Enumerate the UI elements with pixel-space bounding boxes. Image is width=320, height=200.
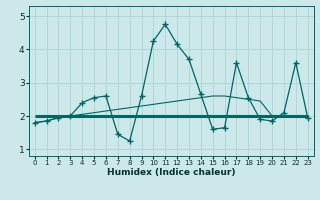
X-axis label: Humidex (Indice chaleur): Humidex (Indice chaleur) (107, 168, 236, 177)
